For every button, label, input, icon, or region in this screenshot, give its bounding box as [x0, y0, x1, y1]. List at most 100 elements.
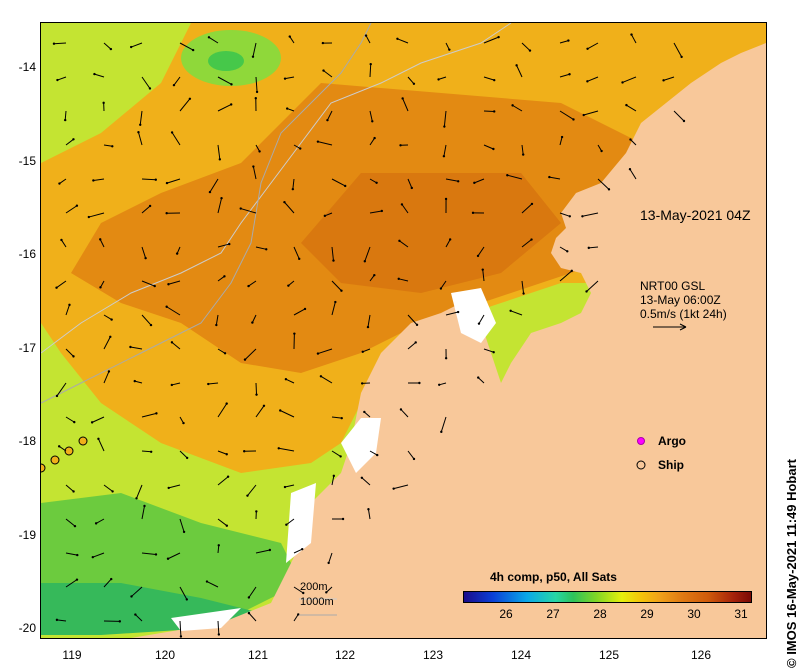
current-vector-head: [586, 47, 589, 51]
current-vector-head: [585, 290, 588, 293]
colorbar-tick: 27: [546, 607, 560, 621]
current-vector-head: [587, 246, 590, 250]
ship-legend-marker: [636, 460, 646, 470]
current-vector-head: [154, 553, 158, 556]
current-vector: [64, 110, 67, 121]
current-vector-head: [75, 578, 79, 581]
current-vector-head: [55, 286, 58, 289]
contour-200m: [41, 23, 512, 354]
current-info-line2: 13-May 06:00Z: [640, 293, 721, 307]
current-vector-head: [363, 410, 366, 414]
current-vector: [141, 205, 151, 214]
sst-map[interactable]: [40, 22, 767, 639]
current-vector: [507, 174, 523, 180]
current-vector-head: [102, 101, 105, 105]
current-vector-head: [327, 561, 330, 565]
current-vector: [331, 475, 335, 486]
current-vector: [331, 280, 342, 292]
current-vector-head: [217, 544, 220, 547]
colorbar-tick: 26: [499, 607, 513, 621]
current-vector: [248, 280, 257, 287]
current-vector-head: [493, 110, 496, 113]
current-vector: [91, 416, 105, 423]
current-vector: [137, 132, 143, 146]
colorbar-tick: 31: [734, 607, 748, 621]
current-vector: [168, 484, 181, 489]
current-vector: [407, 314, 418, 326]
lon-tick: 123: [422, 648, 444, 662]
current-vector-head: [321, 41, 325, 45]
ship-position[interactable]: [78, 436, 88, 446]
current-vector: [136, 484, 143, 499]
current-vector-head: [298, 257, 301, 261]
current-vector: [407, 450, 415, 460]
current-vector-head: [570, 269, 573, 273]
current-vector: [399, 240, 409, 248]
current-vector: [438, 76, 447, 80]
current-vector: [622, 76, 637, 83]
current-vector-head: [339, 455, 342, 458]
current-vector-head: [560, 135, 564, 139]
current-vector-head: [415, 323, 419, 327]
current-vector-head: [110, 318, 113, 321]
current-vector: [141, 314, 152, 326]
current-vector-head: [230, 103, 233, 106]
current-vector: [93, 178, 105, 181]
current-vector-head: [57, 445, 61, 448]
current-vector-head: [481, 268, 484, 271]
current-vector-head: [251, 321, 254, 324]
current-vector-head: [166, 557, 170, 560]
current-vector-head: [471, 211, 475, 215]
current-vector-head: [492, 351, 495, 354]
ship-position[interactable]: [50, 455, 60, 465]
current-vector: [217, 275, 225, 282]
current-vector: [317, 348, 333, 355]
current-vector-head: [566, 250, 569, 253]
current-vector-head: [568, 215, 571, 218]
current-vector: [94, 73, 105, 78]
current-vector: [217, 545, 220, 554]
current-vector-head: [262, 404, 266, 407]
current-vector: [179, 450, 188, 459]
current-vector: [477, 377, 485, 384]
current-vector-head: [137, 131, 140, 134]
current-vector: [328, 552, 333, 564]
current-vector: [365, 35, 371, 44]
current-vector: [317, 141, 333, 146]
current-vector: [141, 76, 151, 89]
current-vector-head: [268, 548, 272, 552]
current-vector: [56, 619, 67, 622]
current-vector-head: [567, 39, 570, 42]
current-vector: [103, 371, 110, 384]
current-vector-head: [153, 284, 156, 288]
current-vector-head: [265, 248, 268, 251]
current-vector-head: [217, 633, 221, 636]
current-vector-head: [286, 107, 289, 110]
current-vector-head: [73, 420, 76, 424]
current-vector-head: [363, 260, 367, 263]
reference-arrowhead: [679, 323, 687, 331]
current-vector: [521, 280, 525, 294]
current-vector-head: [680, 55, 683, 59]
current-vector-head: [323, 214, 327, 218]
current-vector-head: [301, 547, 304, 551]
current-vector: [325, 586, 333, 593]
current-vector: [673, 42, 683, 58]
current-vector-head: [58, 182, 61, 185]
current-vector-head: [129, 345, 132, 349]
current-vector-head: [515, 64, 518, 67]
current-vector: [131, 586, 143, 597]
current-vector-head: [208, 190, 212, 194]
ship-position[interactable]: [41, 463, 46, 473]
current-vector: [217, 348, 226, 354]
current-vector: [510, 310, 523, 316]
cold-patch-north: [208, 51, 244, 71]
lon-tick: 121: [247, 648, 269, 662]
current-vector-head: [134, 613, 137, 616]
current-vector-head: [207, 36, 211, 39]
ship-position[interactable]: [64, 446, 74, 456]
current-vector: [65, 138, 74, 146]
legend-200m-label: 200m: [300, 581, 328, 593]
current-vector-head: [493, 78, 496, 82]
current-vector: [56, 280, 67, 289]
